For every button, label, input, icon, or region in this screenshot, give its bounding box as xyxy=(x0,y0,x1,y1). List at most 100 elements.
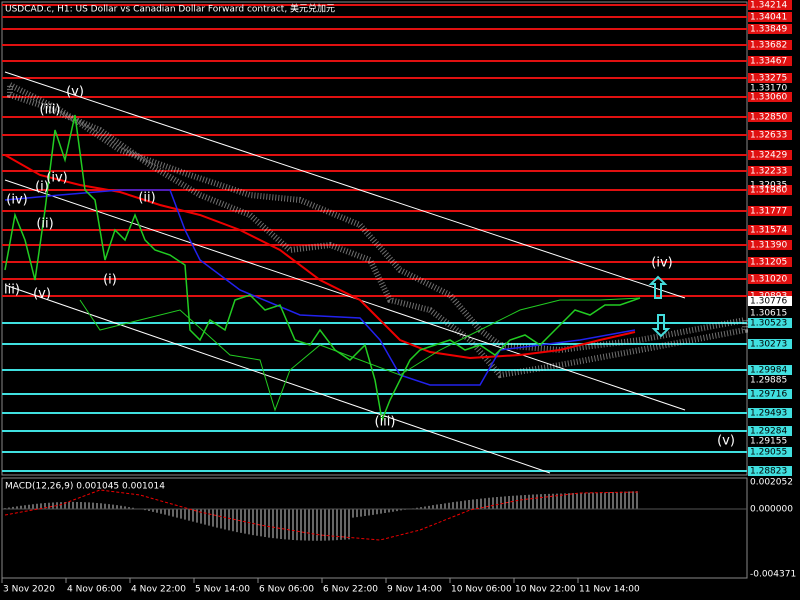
price-tag xyxy=(748,240,792,250)
price-tag xyxy=(748,166,792,176)
wave-label: (iv) xyxy=(6,193,27,208)
price-label: 1.30273 xyxy=(750,340,787,350)
ichimoku-cloud xyxy=(7,80,748,379)
chikou-line xyxy=(79,297,641,412)
price-label: 1.32633 xyxy=(750,131,787,141)
wave-label: (i) xyxy=(103,273,117,288)
price-tag xyxy=(748,24,792,34)
price-tag xyxy=(748,73,792,83)
price-tag xyxy=(748,257,792,267)
trend-line xyxy=(4,71,686,299)
wave-label: (v) xyxy=(33,287,51,302)
price-label: 1.32233 xyxy=(750,167,787,177)
macd-axis-label: -0.004371 xyxy=(750,570,796,580)
price-label: 1.31390 xyxy=(750,241,787,251)
time-label: 4 Nov 06:00 xyxy=(67,585,122,595)
trend-line xyxy=(4,179,686,411)
price-tag xyxy=(748,408,792,418)
time-label: 9 Nov 14:00 xyxy=(387,585,442,595)
price-tag xyxy=(748,12,792,22)
time-label: 10 Nov 06:00 xyxy=(451,585,512,595)
price-label: 1.31777 xyxy=(750,207,787,217)
price-label: 1.30523 xyxy=(750,319,787,329)
price-label: 1.32850 xyxy=(750,113,787,123)
price-label: 1.30776 xyxy=(750,297,787,307)
time-label: 3 Nov 2020 xyxy=(3,585,55,595)
wave-label: (iv) xyxy=(651,256,672,271)
price-tag xyxy=(748,274,792,284)
price-tag xyxy=(748,185,792,195)
price-tag xyxy=(748,365,792,375)
price-label: 1.33682 xyxy=(750,41,787,51)
macd-label: MACD(12,26,9) 0.001045 0.001014 xyxy=(5,482,165,492)
wave-label: (v) xyxy=(66,85,84,100)
down-arrow xyxy=(651,314,671,338)
price-label: 1.33275 xyxy=(750,74,787,84)
price-label: 1.29493 xyxy=(750,409,787,419)
price-label: 1.29284 xyxy=(750,427,787,437)
price-label: 1.33849 xyxy=(750,25,787,35)
price-label: 1.33467 xyxy=(750,57,787,67)
wave-label: (v) xyxy=(717,434,735,449)
price-label: 1.33170 xyxy=(750,84,787,94)
time-label: 6 Nov 06:00 xyxy=(259,585,314,595)
trend-line xyxy=(4,284,551,474)
price-tag xyxy=(748,447,792,457)
price-label: 1.29716 xyxy=(750,390,787,400)
price-tag xyxy=(748,466,792,476)
price-label: 1.29055 xyxy=(750,448,787,458)
price-tag xyxy=(748,92,792,102)
price-label: 1.34041 xyxy=(750,13,787,23)
price-label: 1.29885 xyxy=(750,376,787,386)
macd-histogram xyxy=(2,489,747,541)
macd-frame xyxy=(1,477,748,579)
price-tag xyxy=(748,56,792,66)
time-label: 4 Nov 22:00 xyxy=(131,585,186,595)
price-label: 1.32035 xyxy=(750,181,787,191)
price-label: 1.31574 xyxy=(750,226,787,236)
wave-label: iii) xyxy=(4,283,20,298)
macd-axis-label: 0.002052 xyxy=(750,478,793,488)
price-tag xyxy=(748,0,792,10)
time-label: 6 Nov 22:00 xyxy=(323,585,378,595)
time-label: 11 Nov 14:00 xyxy=(579,585,640,595)
price-tag xyxy=(748,40,792,50)
wave-label: (ii) xyxy=(36,217,53,232)
wave-label: (i) xyxy=(35,180,49,195)
up-arrow xyxy=(648,275,668,299)
price-label: 1.31205 xyxy=(750,258,787,268)
wave-label: (iv) xyxy=(46,171,67,186)
price-label: 1.30615 xyxy=(750,309,787,319)
time-label: 5 Nov 14:00 xyxy=(195,585,250,595)
price-tag xyxy=(748,426,792,436)
price-tag xyxy=(748,150,792,160)
price-label: 1.29984 xyxy=(750,366,787,376)
wave-label: (iii) xyxy=(40,103,61,118)
time-label: 10 Nov 22:00 xyxy=(515,585,576,595)
price-label: 1.31980 xyxy=(750,186,787,196)
price-label: 1.28823 xyxy=(750,467,787,477)
levels: 1.34214 1.34041 1.33849 1.33682 1.33467 1.332… xyxy=(2,0,792,477)
price-tag xyxy=(748,225,792,235)
chart-title: USDCAD.c, H1: US Dollar vs Canadian Doll… xyxy=(5,3,335,15)
wave-label: (iii) xyxy=(375,415,396,430)
price-tag xyxy=(748,296,792,306)
price-label: 1.33060 xyxy=(750,93,787,103)
price-tag xyxy=(748,112,792,122)
price-line xyxy=(4,114,641,423)
indicator-line xyxy=(4,189,636,386)
price-tag xyxy=(748,318,792,328)
price-label: 1.31020 xyxy=(750,275,787,285)
price-label: 1.32429 xyxy=(750,151,787,161)
price-label: 1.34214 xyxy=(750,1,787,11)
price-tag xyxy=(748,130,792,140)
wave-label: (ii) xyxy=(138,191,155,206)
price-tag xyxy=(748,339,792,349)
price-tag xyxy=(748,206,792,216)
price-tag xyxy=(748,389,792,399)
price-label: 1.29155 xyxy=(750,437,787,447)
main-frame xyxy=(1,1,748,476)
macd-axis-label: 0.000000 xyxy=(750,505,793,515)
